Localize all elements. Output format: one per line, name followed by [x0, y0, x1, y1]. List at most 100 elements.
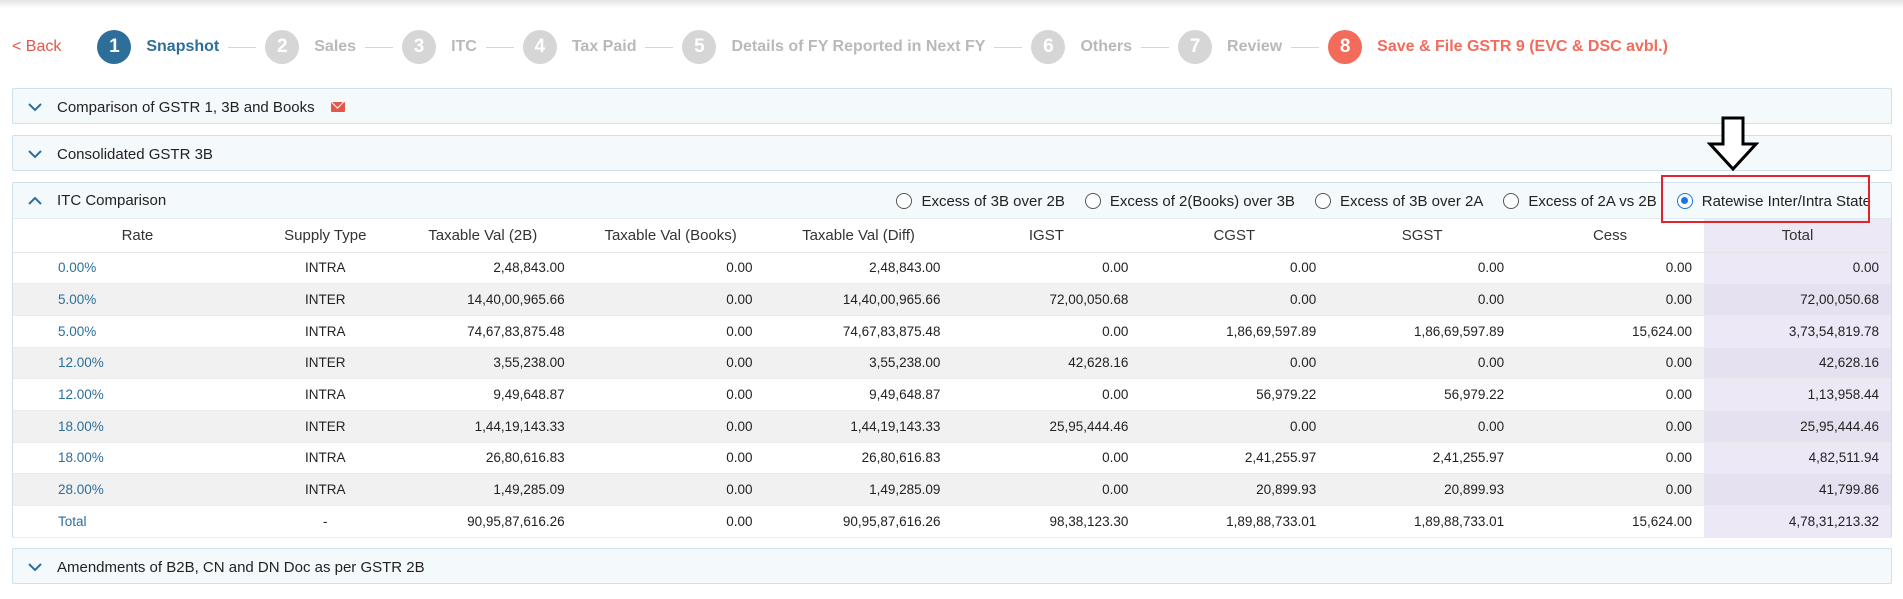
col-header[interactable]: Rate — [13, 219, 262, 253]
step-tax-paid[interactable]: 4 Tax Paid — [522, 30, 637, 64]
rate-cell[interactable]: 18.00% — [13, 442, 262, 475]
table-cell: 0.00 — [1328, 410, 1517, 443]
radio-label: Ratewise Inter/Intra State — [1701, 192, 1871, 210]
rate-cell[interactable]: 5.00% — [13, 315, 262, 348]
radio-circle[interactable] — [1314, 193, 1331, 209]
rate-cell[interactable]: 0.00% — [13, 252, 262, 285]
col-header[interactable]: Total — [1704, 219, 1891, 253]
table-cell: 3,55,238.00 — [388, 347, 577, 380]
rate-cell[interactable]: 12.00% — [13, 378, 262, 411]
top-shadow — [0, 0, 1903, 8]
step-itc[interactable]: 3 ITC — [402, 30, 477, 64]
table-cell: 0.00 — [576, 410, 765, 443]
table-cell: - — [261, 505, 389, 538]
table-cell: INTRA — [261, 315, 389, 348]
step-connector — [645, 46, 674, 48]
step-sales[interactable]: 2 Sales — [265, 30, 356, 64]
step-details-next-fy[interactable]: 5 Details of FY Reported in Next FY — [682, 30, 985, 64]
table-body: 0.00% INTRA 2,48,843.00 0.00 2,48,843.00 0.00… — [13, 252, 1891, 538]
chevron-down-icon[interactable] — [13, 562, 57, 572]
table-cell: 0.00 — [952, 442, 1141, 475]
table-cell: 74,67,83,875.48 — [388, 315, 577, 348]
radio-label: Excess of 3B over 2B — [921, 192, 1065, 210]
step-number: 1 — [97, 30, 132, 64]
panel-comparison: Comparison of GSTR 1, 3B and Books — [12, 88, 1892, 124]
step-label: Details of FY Reported in Next FY — [731, 38, 986, 55]
radio-circle[interactable] — [1676, 193, 1693, 209]
col-header[interactable]: Taxable Val (Diff) — [764, 219, 953, 253]
col-header[interactable]: Supply Type — [261, 219, 389, 253]
mail-icon[interactable] — [330, 102, 345, 112]
col-header[interactable]: SGST — [1328, 219, 1517, 253]
table-cell: 9,49,648.87 — [764, 378, 953, 411]
table-cell: 0.00 — [576, 378, 765, 411]
panel-amendments: Amendments of B2B, CN and DN Doc as per … — [12, 548, 1892, 584]
view-radio-group: Excess of 3B over 2B Excess of 2(Books) … — [876, 183, 1871, 219]
panel-title: ITC Comparison — [57, 192, 167, 209]
table-cell: 15,624.00 — [1516, 505, 1705, 538]
table-total-row: Total -90,95,87,616.26 0.00 90,95,87,616.26… — [13, 505, 1891, 538]
col-header[interactable]: Taxable Val (2B) — [388, 219, 577, 253]
radio-circle[interactable] — [1503, 193, 1520, 209]
rate-cell[interactable]: Total — [13, 505, 262, 538]
table-cell: 26,80,616.83 — [764, 442, 953, 475]
step-others[interactable]: 6 Others — [1031, 30, 1132, 64]
radio-excess-2a-vs-2b[interactable]: Excess of 2A vs 2B — [1503, 193, 1657, 210]
table-cell: 90,95,87,616.26 — [388, 505, 577, 538]
panel-header[interactable]: ITC Comparison Excess of 3B over 2B Exce… — [13, 175, 1891, 223]
step-number: 8 — [1328, 30, 1363, 64]
rate-cell[interactable]: 5.00% — [13, 283, 262, 316]
table-cell: 14,40,00,965.66 — [764, 283, 953, 316]
col-header[interactable]: CGST — [1140, 219, 1329, 253]
table-cell: 0.00 — [952, 378, 1141, 411]
table-row: 12.00% INTER 3,55,238.00 0.00 3,55,238.00 42,… — [13, 347, 1891, 380]
table-cell: 0.00 — [576, 505, 765, 538]
table-cell: 56,979.22 — [1328, 378, 1517, 411]
step-snapshot[interactable]: 1 Snapshot — [97, 30, 219, 64]
col-header[interactable]: Taxable Val (Books) — [576, 219, 765, 253]
table-row: 18.00% INTER 1,44,19,143.33 0.00 1,44,19,143… — [13, 410, 1891, 443]
radio-excess-books-over-3b[interactable]: Excess of 2(Books) over 3B — [1084, 193, 1295, 210]
panel-header[interactable]: Comparison of GSTR 1, 3B and Books — [13, 89, 1891, 125]
radio-circle[interactable] — [896, 193, 913, 209]
table-cell: 1,49,285.09 — [388, 473, 577, 506]
table-cell: 0.00 — [1328, 347, 1517, 380]
table-cell: 20,899.93 — [1328, 473, 1517, 506]
table-cell: 0.00 — [576, 347, 765, 380]
table-cell: 9,49,648.87 — [388, 378, 577, 411]
table-cell: 0.00 — [952, 252, 1141, 285]
table-cell: 1,86,69,597.89 — [1140, 315, 1329, 348]
step-review[interactable]: 7 Review — [1178, 30, 1282, 64]
step-number: 2 — [265, 30, 300, 64]
radio-excess-3b-over-2b[interactable]: Excess of 3B over 2B — [896, 192, 1065, 210]
table-cell: 2,48,843.00 — [764, 252, 953, 285]
rate-cell[interactable]: 12.00% — [13, 347, 262, 380]
panel-header[interactable]: Consolidated GSTR 3B — [13, 136, 1891, 172]
rate-cell[interactable]: 18.00% — [13, 410, 262, 443]
step-save-file[interactable]: 8 Save & File GSTR 9 (EVC & DSC avbl.) — [1328, 30, 1668, 64]
table-cell: INTER — [261, 347, 389, 380]
table-row: 18.00% INTRA 26,80,616.83 0.00 26,80,616.83 0… — [13, 442, 1891, 475]
step-label: Tax Paid — [571, 38, 637, 55]
chevron-up-icon[interactable] — [13, 196, 57, 205]
step-connector — [485, 46, 514, 48]
step-number: 5 — [682, 30, 717, 64]
col-header[interactable]: IGST — [952, 219, 1141, 253]
highlight-box — [1661, 175, 1870, 223]
radio-excess-3b-over-2a[interactable]: Excess of 3B over 2A — [1314, 193, 1483, 210]
step-label: Snapshot — [146, 38, 220, 55]
table-cell: 0.00 — [1516, 473, 1705, 506]
chevron-down-icon[interactable] — [13, 102, 57, 112]
back-link[interactable]: < Back — [12, 38, 62, 55]
table-cell: 0.00 — [1140, 410, 1329, 443]
radio-circle[interactable] — [1084, 193, 1101, 209]
table-cell: 0.00 — [1516, 442, 1705, 475]
radio-ratewise-inter-intra[interactable]: Ratewise Inter/Intra State — [1676, 192, 1871, 210]
table-cell: 74,67,83,875.48 — [764, 315, 953, 348]
chevron-down-icon[interactable] — [13, 149, 57, 159]
table-cell: 0.00 — [952, 473, 1141, 506]
rate-cell[interactable]: 28.00% — [13, 473, 262, 506]
panel-header[interactable]: Amendments of B2B, CN and DN Doc as per … — [13, 549, 1891, 585]
table-cell: 1,44,19,143.33 — [388, 410, 577, 443]
col-header[interactable]: Cess — [1516, 219, 1705, 253]
